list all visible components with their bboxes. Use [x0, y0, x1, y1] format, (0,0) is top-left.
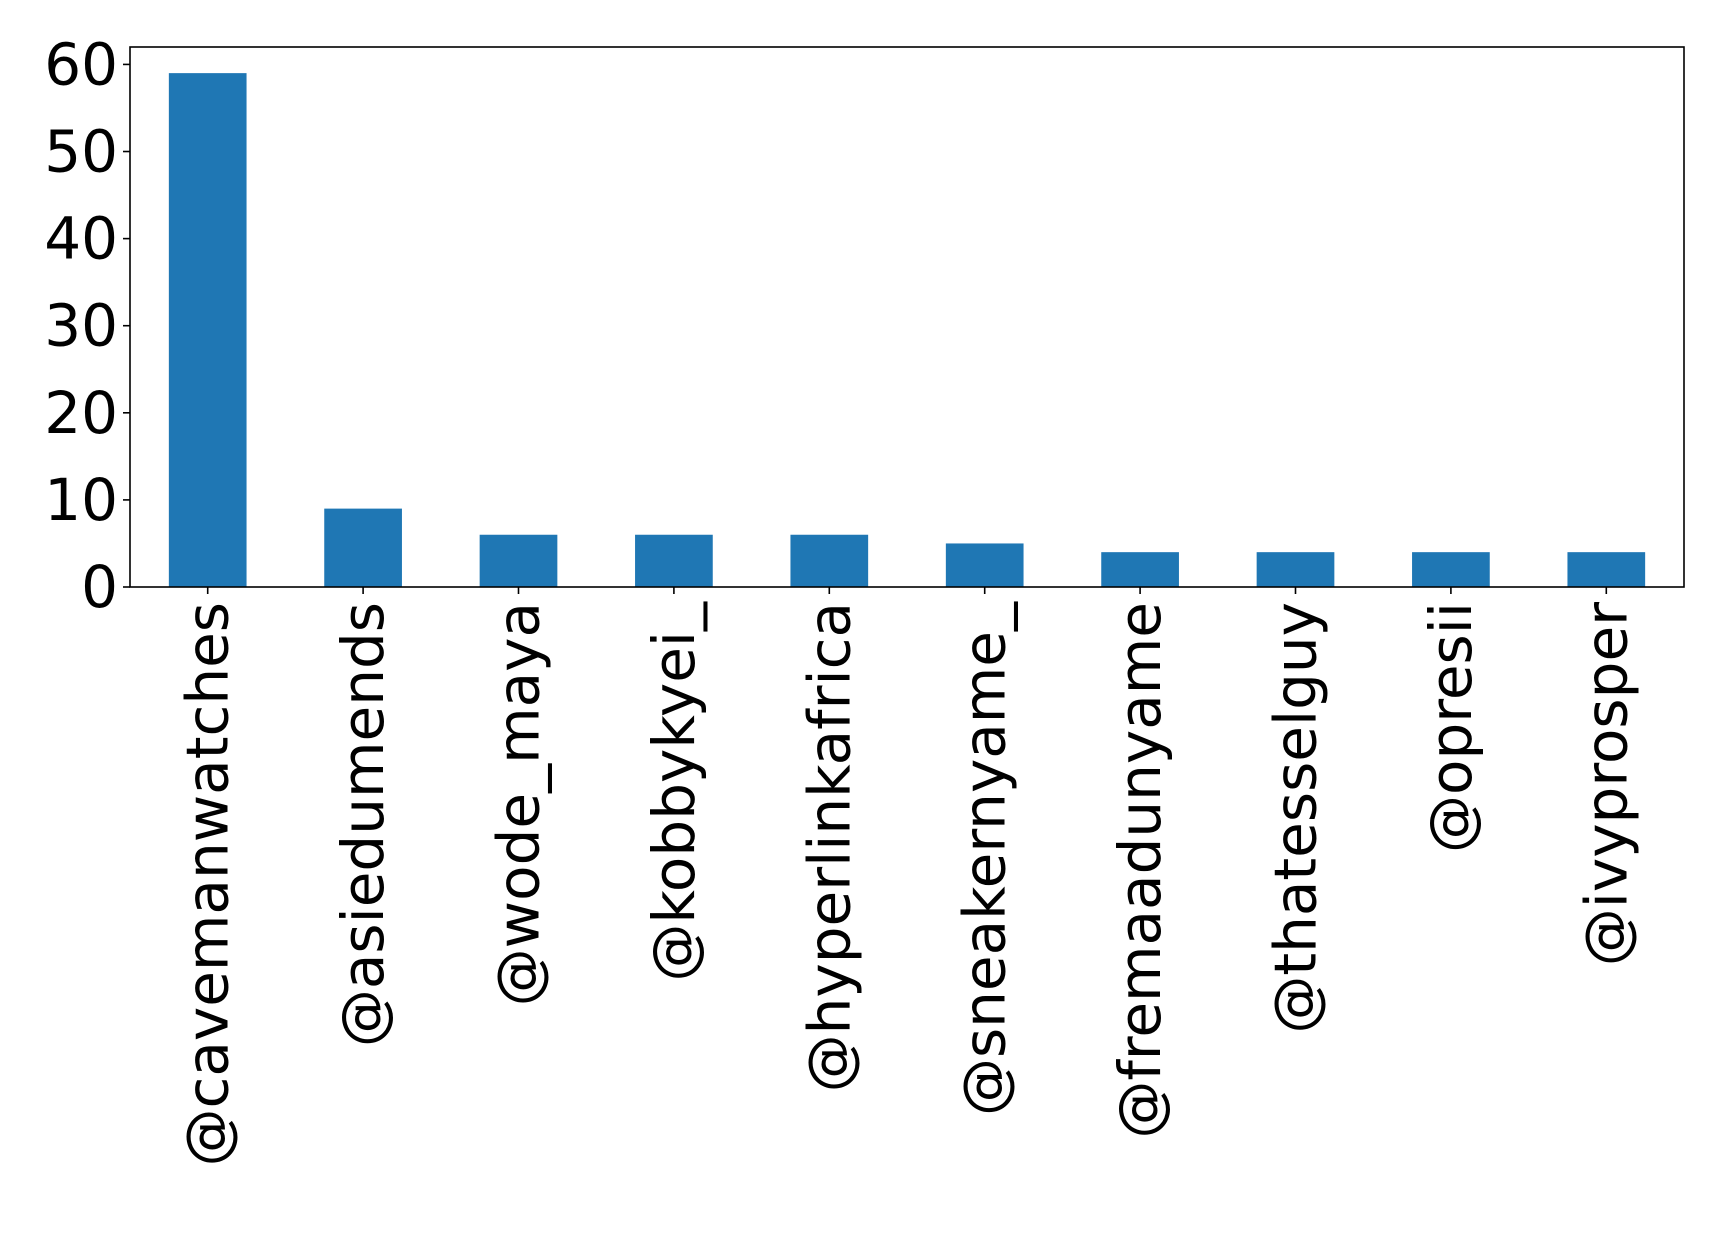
x-tick-label: @wode_maya [485, 602, 553, 1006]
x-tick-label: @kobbykyei_ [640, 601, 708, 982]
y-tick-label: 40 [44, 205, 118, 273]
bar-9 [1412, 552, 1490, 587]
bar-10 [1567, 552, 1646, 587]
bar-2 [324, 508, 402, 587]
x-tick-label: @asiedumends [329, 602, 397, 1047]
x-tick-label: @thatesselguy [1262, 602, 1330, 1034]
x-tick-label: @opresii [1417, 602, 1485, 853]
bar-6 [945, 543, 1024, 587]
x-tick-label: @sneakernyame_ [951, 601, 1019, 1116]
x-axis: @cavemanwatches @asiedumends @wode_maya @ko… [174, 587, 1640, 1167]
y-tick-label: 60 [44, 30, 118, 98]
y-tick-label: 30 [44, 292, 118, 360]
bar-7 [1101, 552, 1179, 587]
bar-1 [168, 73, 247, 588]
y-tick-label: 0 [81, 553, 118, 621]
bar-3 [479, 534, 558, 587]
x-tick-label: @ivyprosper [1572, 602, 1640, 966]
bar-5 [790, 534, 869, 587]
y-axis: 0 10 20 30 40 50 60 [44, 30, 130, 621]
y-tick-label: 20 [44, 379, 118, 447]
y-tick-label: 10 [44, 466, 118, 534]
bar-4 [635, 534, 713, 587]
bars-layer [168, 73, 1646, 588]
x-tick-label: @fremaadunyame [1106, 602, 1174, 1139]
bar-8 [1256, 552, 1335, 587]
x-tick-label: @cavemanwatches [174, 602, 242, 1167]
x-tick-label: @hyperlinkafrica [795, 602, 863, 1092]
plot-frame [129, 46, 1685, 588]
y-tick-label: 50 [44, 118, 118, 186]
